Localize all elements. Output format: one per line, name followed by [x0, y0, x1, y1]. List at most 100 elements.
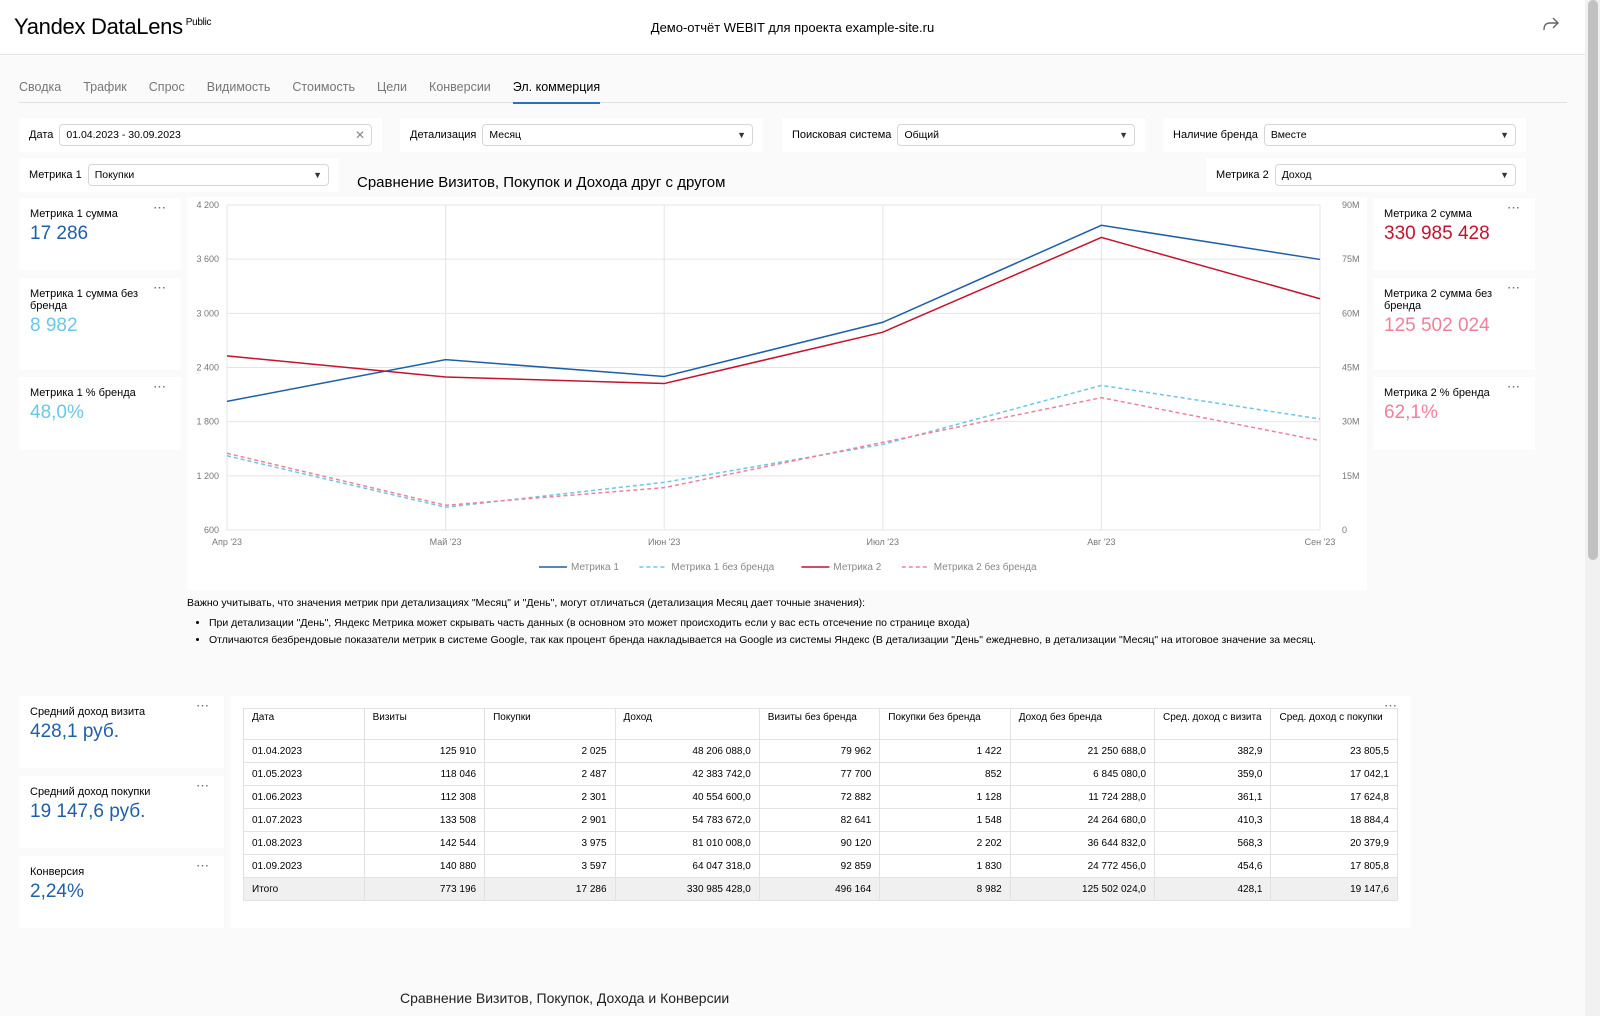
table-cell: 454,6	[1153, 854, 1272, 878]
brand-select[interactable]: Вместе ▼	[1263, 124, 1516, 146]
column-header[interactable]: Дата	[243, 708, 365, 740]
kpi-title: Средний доход визита	[30, 706, 146, 718]
table-total-row: Итого 773 196 17 286 330 985 428,0 496 164 8 …	[243, 877, 1398, 901]
series-line	[226, 384, 1321, 509]
table-cell: 1 128	[879, 785, 1011, 809]
tab-konversii[interactable]: Конверсии	[429, 80, 491, 94]
metric2-select[interactable]: Доход ▼	[1274, 164, 1516, 186]
chevron-down-icon: ▼	[1500, 130, 1509, 140]
chevron-down-icon: ▼	[313, 170, 322, 180]
kpi-card: Средний доход визита 428,1 руб. ⋯	[19, 696, 224, 768]
clear-icon[interactable]: ✕	[354, 128, 365, 142]
table-cell: 2 301	[484, 785, 616, 809]
legend-label: Метрика 2	[833, 562, 881, 573]
table-cell: Итого	[243, 877, 365, 901]
table-cell: 125 910	[363, 739, 486, 763]
table-cell: 82 641	[758, 808, 881, 832]
table-cell: 852	[879, 762, 1011, 786]
y-left-tick-label: 2 400	[196, 363, 219, 373]
kpi-title: Метрика 2 сумма	[1384, 208, 1472, 220]
more-icon[interactable]: ⋯	[1507, 280, 1521, 295]
more-icon[interactable]: ⋯	[1507, 379, 1521, 394]
column-header[interactable]: Доход без бренда	[1009, 708, 1156, 740]
search-engine-select[interactable]: Общий ▼	[897, 124, 1135, 146]
more-icon[interactable]: ⋯	[1507, 200, 1521, 215]
kpi-title: Метрика 1 сумма	[30, 208, 118, 220]
scrollbar-thumb[interactable]	[1588, 0, 1598, 560]
tab-stoimost[interactable]: Стоимость	[292, 80, 355, 94]
column-header[interactable]: Покупки	[484, 708, 616, 740]
brand-select-value: Вместе	[1270, 129, 1307, 141]
table-cell: 125 502 024,0	[1009, 877, 1156, 901]
chart-note: Важно учитывать, что значения метрик при…	[187, 597, 1387, 651]
kpi-card: Метрика 2 сумма 330 985 428 ⋯	[1373, 198, 1535, 270]
table-cell: 140 880	[363, 854, 486, 878]
column-header[interactable]: Сред. доход с покупки	[1270, 708, 1398, 740]
date-range-input[interactable]: 01.04.2023 - 30.09.2023 ✕	[59, 124, 372, 146]
table-cell: 77 700	[758, 762, 881, 786]
more-icon[interactable]: ⋯	[196, 698, 210, 713]
table-cell: 382,9	[1153, 739, 1272, 763]
tab-trafik[interactable]: Трафик	[83, 80, 127, 94]
table-cell: 20 379,9	[1270, 831, 1398, 855]
table-body: 01.04.2023 125 910 2 025 48 206 088,0 79 962…	[243, 739, 1398, 901]
next-section-title: Сравнение Визитов, Покупок, Дохода и Кон…	[400, 990, 730, 1006]
logo-badge: Public	[185, 17, 212, 28]
tab-tseli[interactable]: Цели	[376, 80, 408, 94]
kpi-value: 17 286	[30, 223, 89, 244]
table-cell: 18 884,4	[1270, 808, 1398, 832]
column-header[interactable]: Визиты без бренда	[758, 708, 881, 740]
table-row: 01.04.2023 125 910 2 025 48 206 088,0 79 962…	[243, 739, 1398, 763]
y-left-tick-label: 600	[204, 525, 219, 535]
column-header[interactable]: Сред. доход с визита	[1153, 708, 1272, 740]
metric2-filter: Метрика 2 Доход ▼	[1206, 158, 1526, 192]
y-right-tick-label: 45M	[1342, 363, 1360, 373]
more-icon[interactable]: ⋯	[153, 200, 167, 215]
more-icon[interactable]: ⋯	[196, 858, 210, 873]
table-cell: 01.09.2023	[243, 854, 365, 878]
y-right-tick-label: 30M	[1342, 417, 1360, 427]
y-right-tick-label: 60M	[1342, 308, 1360, 318]
metric1-select[interactable]: Покупки ▼	[87, 164, 329, 186]
kpi-title: Метрика 1 сумма без бренда	[30, 288, 139, 312]
table-cell: 773 196	[363, 877, 486, 901]
table-cell: 3 975	[484, 831, 616, 855]
more-icon[interactable]: ⋯	[153, 280, 167, 295]
tab-svodka[interactable]: Сводка	[19, 80, 62, 94]
more-icon[interactable]: ⋯	[153, 379, 167, 394]
tab-ecommerce[interactable]: Эл. коммерция	[512, 80, 601, 104]
table-cell: 01.05.2023	[243, 762, 365, 786]
logo[interactable]: Yandex DataLens Public	[14, 14, 212, 40]
detail-select-value: Месяц	[489, 129, 522, 141]
kpi-value: 19 147,6 руб.	[30, 801, 146, 822]
search-engine-label: Поисковая система	[792, 129, 892, 141]
table-cell: 133 508	[363, 808, 486, 832]
x-tick-label: Май '23	[430, 537, 462, 547]
line-chart-panel: 600 0 1 200 15M 1 800 30M 2 400 45M 3 000 60M 3 60…	[187, 197, 1367, 590]
y-right-tick-label: 0	[1342, 525, 1347, 535]
column-header[interactable]: Покупки без бренда	[879, 708, 1011, 740]
table-row: 01.06.2023 112 308 2 301 40 554 600,0 72 882…	[243, 785, 1398, 809]
share-icon[interactable]	[1542, 16, 1560, 37]
x-tick-label: Июл '23	[867, 537, 900, 547]
table-cell: 01.06.2023	[243, 785, 365, 809]
table-cell: 40 554 600,0	[614, 785, 760, 809]
column-header[interactable]: Доход	[614, 708, 760, 740]
series-line	[226, 224, 1321, 403]
y-right-tick-label: 75M	[1342, 254, 1360, 264]
tab-spros[interactable]: Спрос	[148, 80, 185, 94]
tab-vidimost[interactable]: Видимость	[206, 80, 271, 94]
line-chart[interactable]: 600 0 1 200 15M 1 800 30M 2 400 45M 3 000 60M 3 60…	[187, 197, 1367, 590]
y-left-tick-label: 1 800	[196, 417, 219, 427]
table-cell: 90 120	[758, 831, 881, 855]
data-table: Дата Визиты Покупки Доход Визиты без бре…	[243, 708, 1398, 901]
more-icon[interactable]: ⋯	[196, 778, 210, 793]
kpi-card: Метрика 1 сумма 17 286 ⋯	[19, 198, 181, 270]
column-header[interactable]: Визиты	[363, 708, 486, 740]
table-cell: 6 845 080,0	[1009, 762, 1156, 786]
table-cell: 79 962	[758, 739, 881, 763]
detail-select[interactable]: Месяц ▼	[482, 124, 753, 146]
date-filter-label: Дата	[29, 129, 54, 141]
kpi-title: Метрика 1 % бренда	[30, 387, 136, 399]
table-cell: 17 624,8	[1270, 785, 1398, 809]
